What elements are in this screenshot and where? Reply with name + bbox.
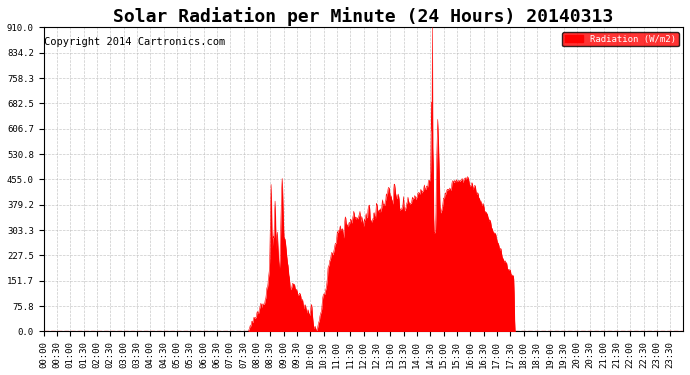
Legend: Radiation (W/m2): Radiation (W/m2) [562, 32, 678, 46]
Title: Solar Radiation per Minute (24 Hours) 20140313: Solar Radiation per Minute (24 Hours) 20… [113, 7, 613, 26]
Text: Copyright 2014 Cartronics.com: Copyright 2014 Cartronics.com [44, 37, 226, 46]
